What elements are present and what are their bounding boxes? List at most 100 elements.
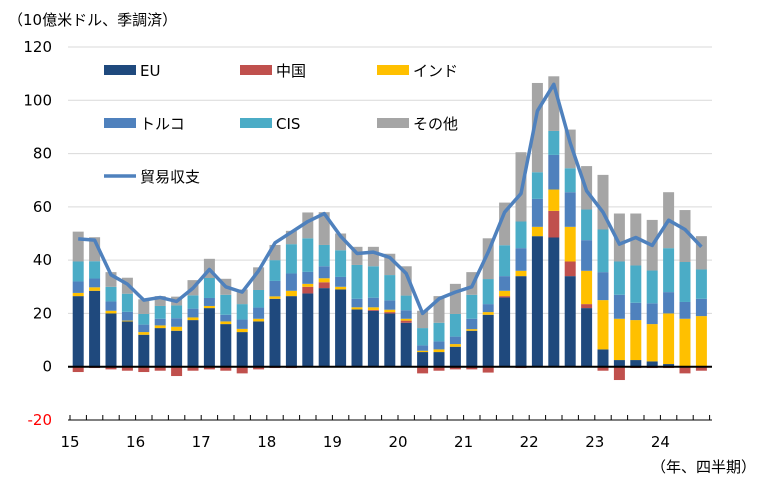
bar-segment-EU xyxy=(187,320,199,367)
y-tick-label: 60 xyxy=(33,198,52,216)
bar-segment-中国 xyxy=(581,304,593,309)
bar-segment-その他 xyxy=(285,230,297,245)
bar-segment-インド xyxy=(72,292,84,297)
bar-segment-トルコ xyxy=(121,311,133,321)
bar-segment-CIS xyxy=(121,293,133,312)
bar-segment-トルコ xyxy=(203,297,215,306)
bar-segment-トルコ xyxy=(531,198,543,227)
bar-segment-EU xyxy=(515,276,527,367)
bar-segment-インド xyxy=(597,300,609,350)
y-tick-label: -20 xyxy=(28,411,53,429)
y-tick-label: 0 xyxy=(42,358,52,376)
bar-segment-CIS xyxy=(449,313,461,337)
bar-segment-トルコ xyxy=(269,280,281,297)
bar-segment-その他 xyxy=(351,246,363,265)
bar-segment-トルコ xyxy=(302,271,314,284)
bar-segment-EU xyxy=(384,313,396,367)
bar-segment-トルコ xyxy=(253,307,265,319)
bar-segment-CIS xyxy=(203,277,215,298)
x-tick-label: 24 xyxy=(651,433,670,451)
bar-segment-EU xyxy=(236,332,248,367)
bar-segment-その他 xyxy=(499,202,511,246)
bar-segment-CIS xyxy=(433,322,445,342)
x-axis-label: （年、四半期） xyxy=(651,458,756,476)
bar-segment-トルコ xyxy=(548,154,560,190)
bar-segment-その他 xyxy=(335,233,347,251)
y-axis-ticks: 120 100 80 60 40 20 0 -20 xyxy=(23,38,52,429)
bar-segment-トルコ xyxy=(72,281,84,293)
bar-segment-インド xyxy=(499,290,511,297)
bar-segment-インド xyxy=(269,296,281,299)
bar-segment-中国 xyxy=(613,366,625,381)
legend-label: 中国 xyxy=(276,62,306,80)
bar-segment-EU xyxy=(630,360,642,367)
bar-segment-インド xyxy=(236,328,248,333)
bar-segment-その他 xyxy=(302,212,314,239)
bar-segment-インド xyxy=(679,318,691,367)
bar-segment-インド xyxy=(449,344,461,347)
bar-segment-トルコ xyxy=(613,294,625,319)
bar-segment-EU xyxy=(302,293,314,367)
bar-segment-中国 xyxy=(302,286,314,294)
bar-segment-トルコ xyxy=(89,278,101,288)
bar-segment-CIS xyxy=(138,313,150,325)
bar-segment-EU xyxy=(220,324,232,367)
y-tick-label: 100 xyxy=(23,91,52,109)
bar-segment-トルコ xyxy=(663,292,675,314)
bar-segment-EU xyxy=(367,310,379,367)
x-tick-label: 16 xyxy=(126,433,145,451)
bar-segment-CIS xyxy=(105,286,117,302)
bar-segment-インド xyxy=(138,332,150,335)
bar-segment-中国 xyxy=(121,366,133,371)
bar-segment-EU xyxy=(171,330,183,367)
bar-segment-CIS xyxy=(285,244,297,274)
bar-segment-中国 xyxy=(433,366,445,371)
x-tick-label: 23 xyxy=(585,433,604,451)
bar-segment-CIS xyxy=(564,168,576,193)
bar-segment-EU xyxy=(121,321,133,367)
x-tick-label: 17 xyxy=(192,433,211,451)
bar-segment-インド xyxy=(187,317,199,321)
bar-segment-CIS xyxy=(581,209,593,241)
bar-segment-その他 xyxy=(597,174,609,230)
x-tick-label: 21 xyxy=(454,433,473,451)
bar-segment-EU xyxy=(203,308,215,367)
bar-segment-EU xyxy=(466,330,478,367)
legend-swatch xyxy=(104,65,136,75)
bar-segment-インド xyxy=(515,270,527,277)
legend-label: CIS xyxy=(276,115,300,133)
bar-segment-トルコ xyxy=(351,298,363,308)
bar-segment-インド xyxy=(203,305,215,309)
bar-segment-トルコ xyxy=(318,266,330,279)
bar-segment-トルコ xyxy=(449,336,461,345)
bar-segment-その他 xyxy=(564,129,576,169)
bar-segment-EU xyxy=(433,352,445,367)
bar-segment-CIS xyxy=(220,294,232,315)
bar-segment-EU xyxy=(663,364,675,367)
bar-segment-EU xyxy=(138,334,150,367)
bar-segment-CIS xyxy=(548,130,560,155)
bar-segment-トルコ xyxy=(695,298,707,317)
bar-segment-EU xyxy=(318,288,330,367)
bar-segment-中国 xyxy=(482,366,494,373)
bar-segment-トルコ xyxy=(564,192,576,227)
bar-segment-中国 xyxy=(499,296,511,298)
bar-segment-中国 xyxy=(679,366,691,374)
bar-segment-EU xyxy=(105,313,117,367)
bar-segment-EU xyxy=(72,296,84,367)
bar-segment-EU xyxy=(646,361,658,367)
legend-swatch xyxy=(377,65,409,75)
bar-segment-インド xyxy=(171,326,183,331)
bar-segment-中国 xyxy=(220,366,232,371)
bar-segment-CIS xyxy=(400,295,412,311)
bar-segment-インド xyxy=(695,316,707,367)
bar-segment-トルコ xyxy=(597,272,609,301)
bar-segment-インド xyxy=(89,287,101,291)
bar-segment-インド xyxy=(318,278,330,283)
bar-segment-トルコ xyxy=(384,300,396,310)
y-tick-label: 20 xyxy=(33,304,52,322)
bar-segment-インド xyxy=(384,309,396,313)
bar-segment-中国 xyxy=(203,366,215,370)
bar-segment-インド xyxy=(581,270,593,305)
bar-segment-その他 xyxy=(154,296,166,306)
